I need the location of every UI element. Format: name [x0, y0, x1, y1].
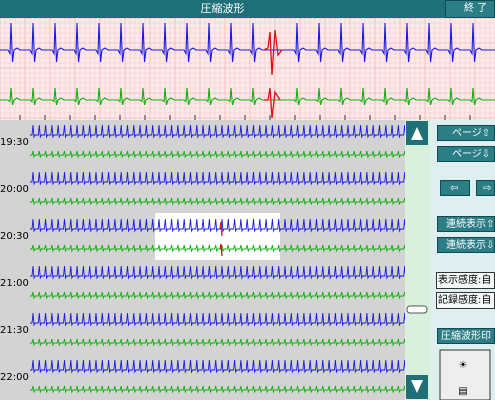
selection-box: [155, 213, 280, 260]
trend-pvc: [219, 221, 223, 257]
trend-blue: [30, 124, 408, 139]
display-sensitivity[interactable]: 表示感度:自: [436, 272, 495, 289]
time-label: 20:30: [0, 231, 29, 242]
continuous-up-button[interactable]: 連続表示⇧: [437, 216, 495, 232]
time-label: 21:30: [0, 325, 29, 336]
left-button[interactable]: ⇦: [440, 180, 470, 196]
trend-blue: [30, 218, 408, 233]
scroll-down-arrow: [411, 380, 423, 393]
time-label: 20:00: [0, 184, 29, 195]
trend-blue: [30, 359, 408, 374]
page-down-button[interactable]: ページ⇩: [437, 146, 495, 162]
icon-panel: [439, 349, 491, 400]
print-button[interactable]: 圧縮波形印: [437, 328, 495, 344]
trend-green: [30, 338, 408, 347]
trend-blue: [30, 171, 408, 186]
page-up-button[interactable]: ページ⇧: [437, 125, 495, 141]
trend-green: [30, 385, 408, 394]
record-sensitivity[interactable]: 記録感度:自: [436, 292, 495, 309]
time-label: 21:00: [0, 278, 29, 289]
ecg-trace-green: [0, 87, 495, 106]
scroll-up-arrow: [411, 127, 423, 140]
ecg-trace-blue: [0, 22, 495, 63]
trend-green: [30, 244, 408, 253]
trend-green: [30, 150, 408, 159]
trend-green: [30, 197, 408, 206]
continuous-down-button[interactable]: 連続表示⇩: [437, 237, 495, 253]
scroll-thumb[interactable]: [406, 305, 428, 314]
pvc-red: [263, 29, 283, 119]
time-label: 19:30: [0, 137, 29, 148]
time-label: 22:00: [0, 372, 29, 383]
window-title: 圧縮波形: [0, 0, 445, 18]
icon-brightness[interactable]: ☀: [459, 360, 468, 371]
trend-green: [30, 291, 408, 300]
close-button[interactable]: 終 了: [445, 0, 495, 18]
scrollbar: [405, 120, 430, 400]
icon-print[interactable]: ▤: [458, 386, 467, 397]
trend-blue: [30, 312, 408, 327]
right-button[interactable]: ⇨: [476, 180, 495, 196]
trend-blue: [30, 265, 408, 280]
